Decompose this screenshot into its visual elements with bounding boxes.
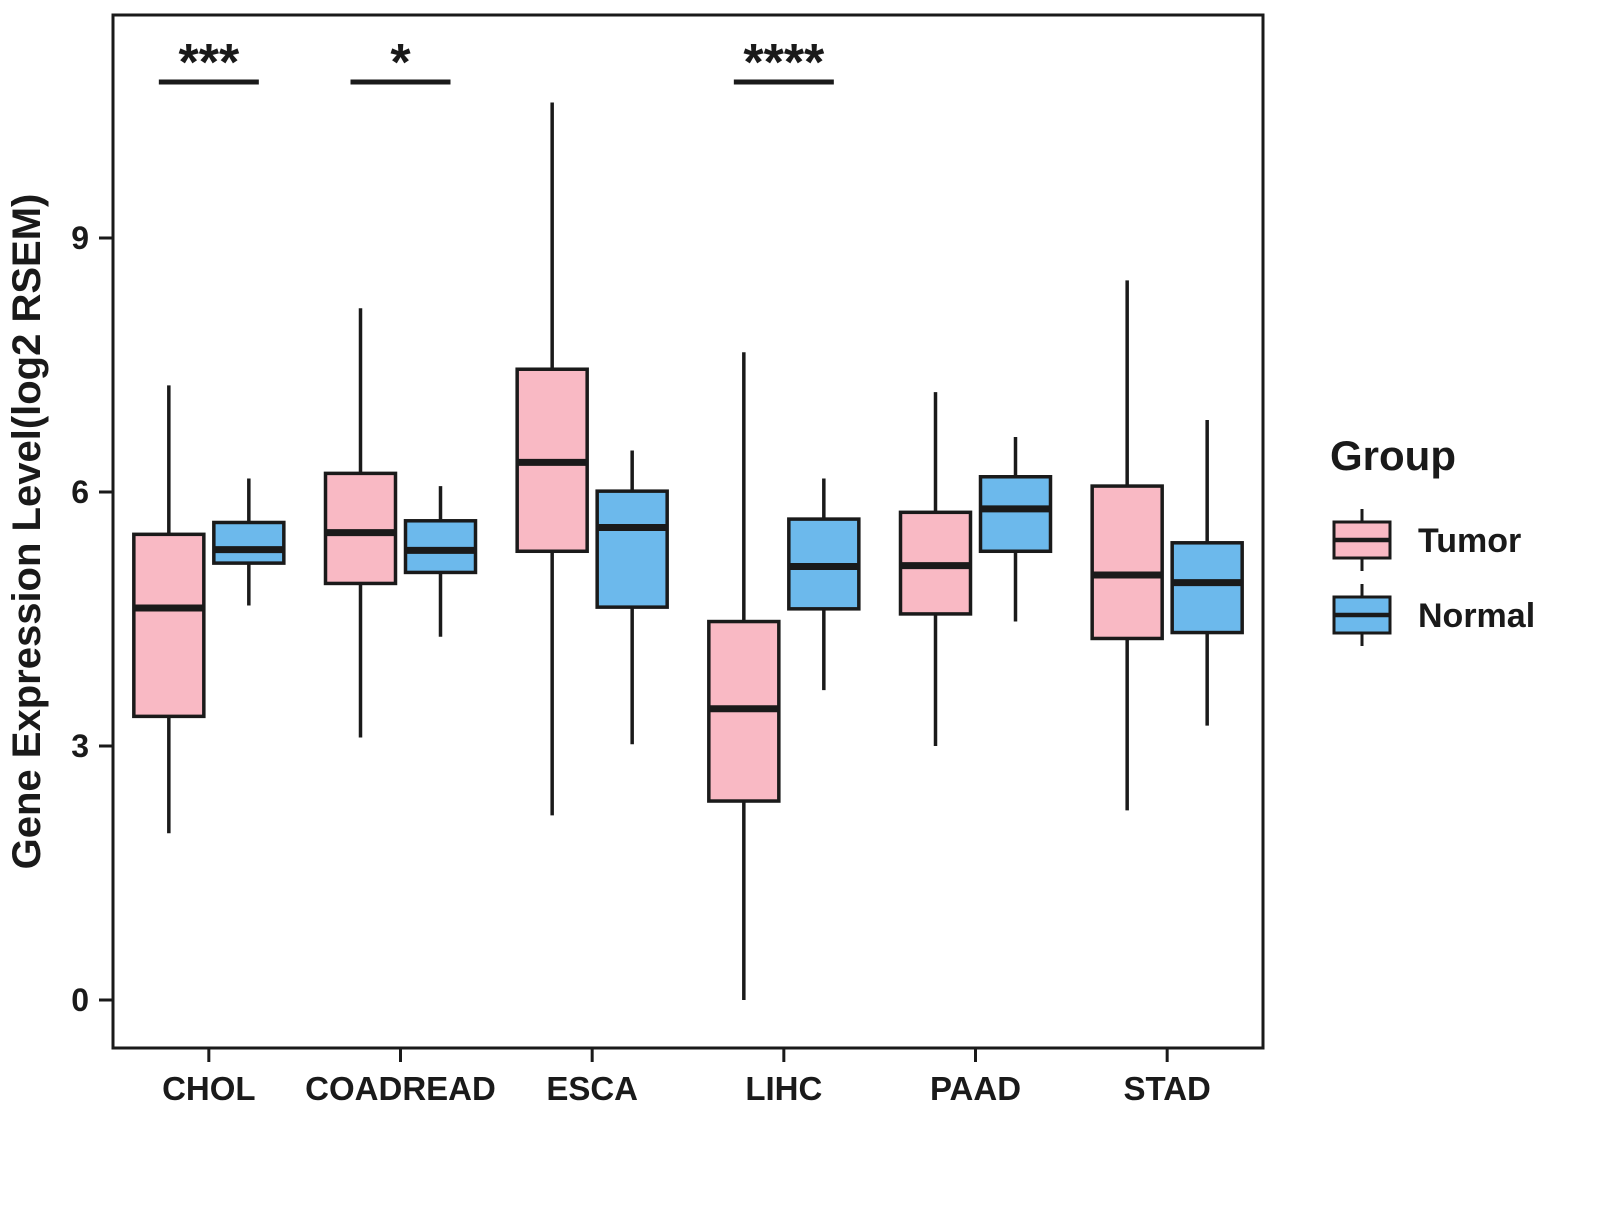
plot-panel bbox=[111, 13, 1265, 1050]
box-ESCA-Normal bbox=[595, 489, 669, 609]
sig-stars-COADREAD: * bbox=[390, 34, 411, 92]
box-PAAD-Normal bbox=[978, 475, 1053, 554]
legend-label-Normal: Normal bbox=[1418, 597, 1535, 635]
y-tick-label-9: 9 bbox=[71, 220, 89, 256]
x-tick-label-STAD: STAD bbox=[1123, 1070, 1210, 1107]
box-COADREAD-Tumor bbox=[323, 471, 398, 586]
y-axis-title: Gene Expression Level(log2 RSEM) bbox=[5, 194, 49, 870]
legend-item-Normal: Normal bbox=[1332, 584, 1535, 646]
legend-title: Group bbox=[1330, 432, 1456, 479]
legend-label-Tumor: Tumor bbox=[1418, 522, 1521, 560]
box-CHOL-Tumor bbox=[132, 532, 206, 719]
x-tick-label-ESCA: ESCA bbox=[546, 1070, 638, 1107]
box-STAD-Tumor bbox=[1090, 484, 1164, 641]
legend-item-Tumor: Tumor bbox=[1332, 509, 1521, 571]
x-tick-label-PAAD: PAAD bbox=[930, 1070, 1021, 1107]
x-tick-label-CHOL: CHOL bbox=[162, 1070, 256, 1107]
box-COADREAD-Normal bbox=[403, 519, 478, 575]
y-tick-label-6: 6 bbox=[71, 474, 89, 510]
box-STAD-Normal bbox=[1170, 541, 1244, 635]
sig-stars-CHOL: *** bbox=[178, 34, 239, 92]
y-tick-label-0: 0 bbox=[71, 982, 89, 1018]
sig-stars-LIHC: **** bbox=[743, 34, 825, 92]
x-tick-label-LIHC: LIHC bbox=[745, 1070, 822, 1107]
y-tick-label-3: 3 bbox=[71, 728, 89, 764]
x-tick-label-COADREAD: COADREAD bbox=[305, 1070, 496, 1107]
box-CHOL-Normal bbox=[212, 520, 286, 565]
